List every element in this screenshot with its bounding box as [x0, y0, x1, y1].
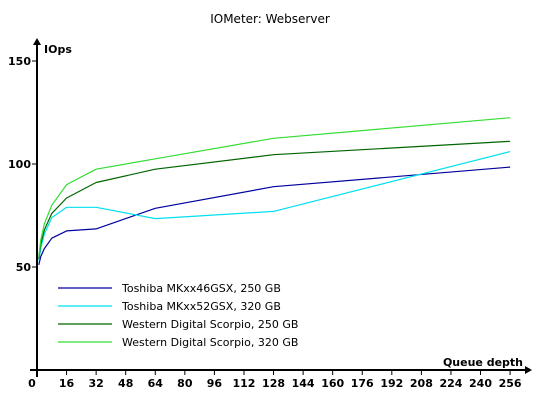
series-line-2: [38, 151, 511, 261]
y-tick-label: 100: [8, 158, 31, 171]
x-tick-label: 144: [292, 377, 315, 390]
y-tick-label: 150: [8, 55, 31, 68]
x-tick-label: 0: [28, 377, 36, 390]
series-line-4: [38, 117, 511, 257]
x-tick-label: 208: [410, 377, 433, 390]
series-line-1: [38, 166, 511, 266]
legend-label-3: Western Digital Scorpio, 250 GB: [122, 318, 298, 331]
x-tick-label: 96: [207, 377, 223, 390]
x-axis-arrow: [525, 366, 532, 374]
axes: 16 32 48 64 80 96 112 128 144 160 176 192 208 224 240 2…: [8, 38, 532, 390]
x-tick-label: 176: [351, 377, 374, 390]
x-tick-label: 112: [232, 377, 255, 390]
x-tick-label: 48: [118, 377, 133, 390]
x-tick-label: 128: [262, 377, 285, 390]
x-tick-label: 160: [321, 377, 344, 390]
x-tick-label: 64: [148, 377, 164, 390]
legend-label-2: Toshiba MKxx52GSX, 320 GB: [121, 300, 281, 313]
chart-title: IOMeter: Webserver: [210, 12, 330, 26]
series-lines: [38, 117, 511, 266]
y-axis-arrow: [33, 38, 41, 45]
legend-label-4: Western Digital Scorpio, 320 GB: [122, 336, 298, 349]
x-tick-label: 80: [177, 377, 193, 390]
x-tick-label: 224: [439, 377, 462, 390]
y-tick-label: 50: [16, 261, 32, 274]
x-tick-label: 256: [499, 377, 522, 390]
series-line-3: [38, 140, 511, 259]
y-axis-label: IOps: [44, 43, 72, 56]
x-tick-label: 32: [88, 377, 103, 390]
x-tick-label: 16: [59, 377, 75, 390]
x-tick-label: 192: [380, 377, 403, 390]
legend: Toshiba MKxx46GSX, 250 GB Toshiba MKxx52G…: [58, 282, 298, 349]
x-axis-label: Queue depth: [443, 356, 523, 369]
legend-label-1: Toshiba MKxx46GSX, 250 GB: [121, 282, 281, 295]
x-tick-label: 240: [469, 377, 492, 390]
